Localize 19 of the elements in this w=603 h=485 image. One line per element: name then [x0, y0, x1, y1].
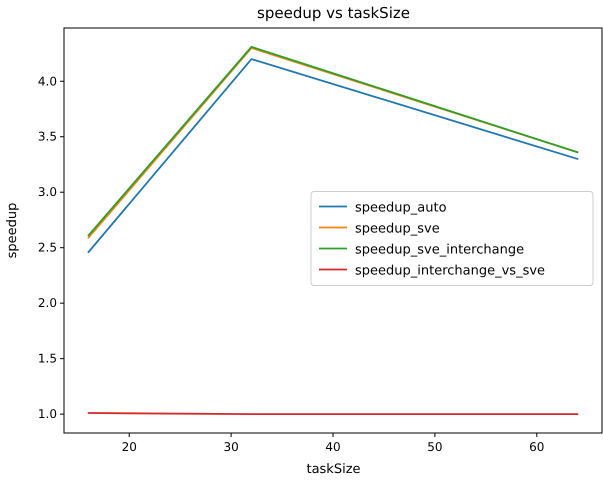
y-axis-title: speedup — [5, 202, 20, 258]
legend-label: speedup_sve_interchange — [355, 242, 524, 258]
x-tick-label: 60 — [529, 440, 544, 454]
legend-label: speedup_sve — [355, 222, 440, 236]
x-tick-label: 50 — [427, 440, 443, 454]
x-tick-label: 40 — [325, 440, 341, 454]
y-tick-label: 3.5 — [38, 130, 57, 144]
y-tick-label: 1.0 — [38, 407, 57, 422]
x-tick-label: 30 — [223, 440, 239, 454]
y-tick-label: 1.5 — [38, 352, 57, 366]
y-tick-label: 3.0 — [38, 185, 57, 200]
y-tick-label: 4.0 — [38, 74, 57, 88]
x-tick-label: 20 — [122, 440, 137, 454]
x-axis-title: taskSize — [306, 462, 361, 477]
y-tick-label: 2.5 — [38, 240, 57, 255]
legend-label: speedup_auto — [355, 200, 447, 216]
y-tick-label: 2.0 — [38, 296, 57, 310]
legend-label: speedup_interchange_vs_sve — [355, 264, 546, 278]
chart-title: speedup vs taskSize — [257, 4, 410, 22]
